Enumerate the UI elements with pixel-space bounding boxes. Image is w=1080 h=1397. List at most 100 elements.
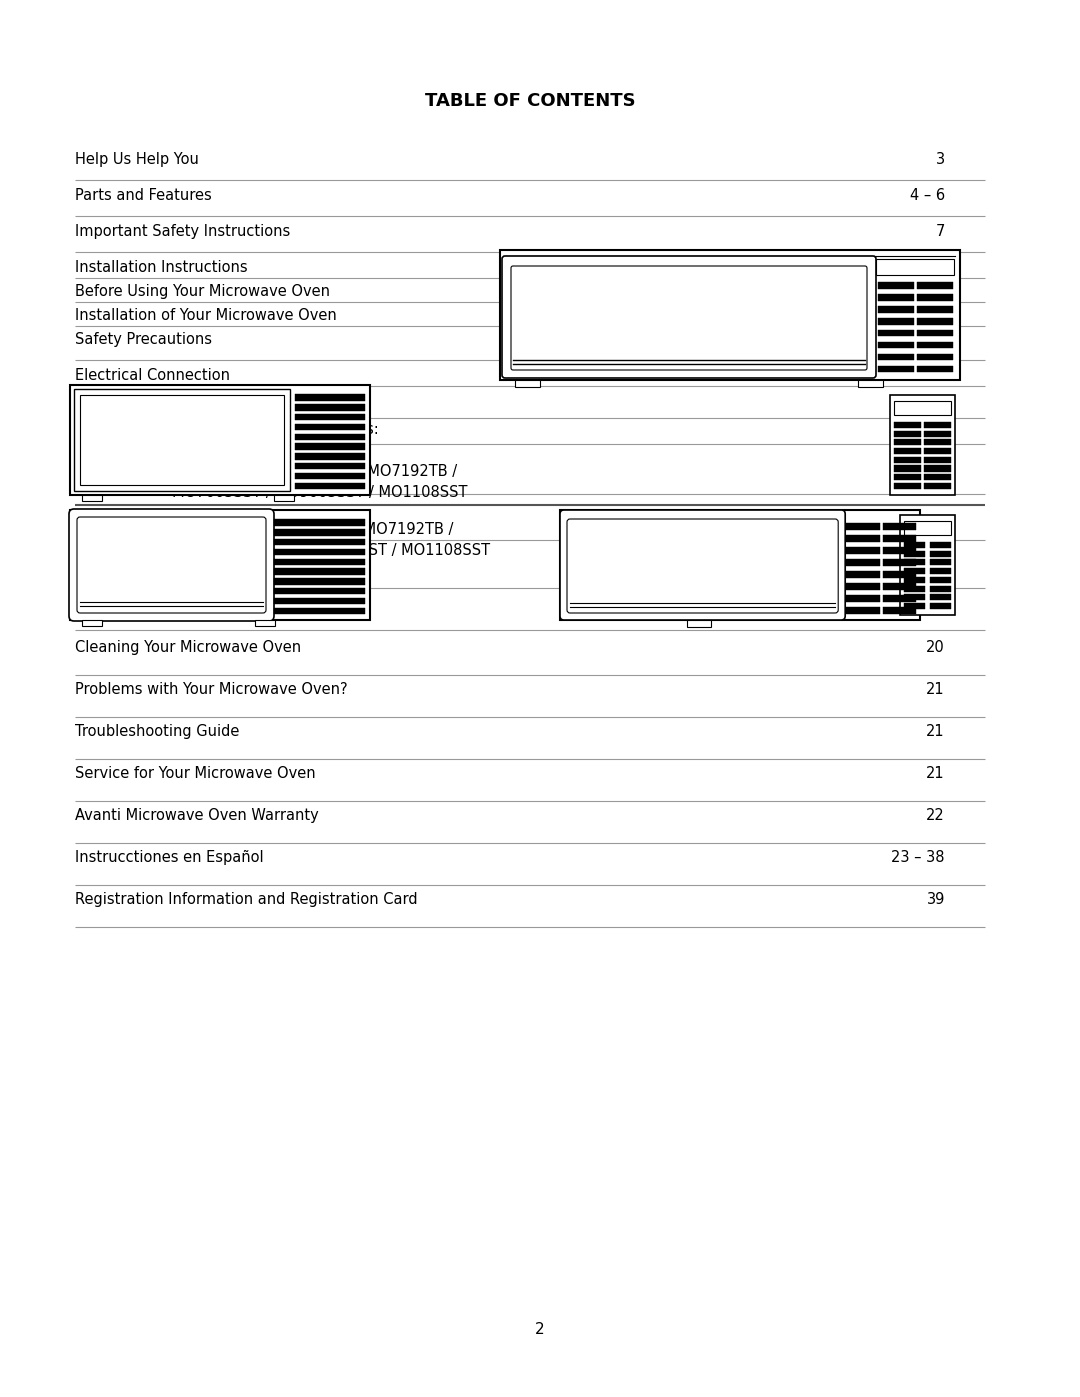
Bar xyxy=(878,282,914,289)
FancyBboxPatch shape xyxy=(511,265,867,370)
Bar xyxy=(882,559,916,566)
Bar xyxy=(930,542,951,548)
Bar xyxy=(894,401,951,415)
Bar xyxy=(295,414,365,420)
Bar xyxy=(274,569,365,574)
Text: Electrical Connection: Electrical Connection xyxy=(75,367,230,383)
Bar xyxy=(924,483,951,489)
Bar xyxy=(882,608,916,615)
Text: 8 – 9: 8 – 9 xyxy=(909,332,945,346)
Bar xyxy=(847,608,879,615)
Bar xyxy=(295,404,365,411)
Bar xyxy=(924,439,951,446)
Text: Service for Your Microwave Oven: Service for Your Microwave Oven xyxy=(75,766,315,781)
Bar xyxy=(904,585,926,591)
FancyBboxPatch shape xyxy=(77,517,266,613)
Bar xyxy=(917,353,953,360)
Bar xyxy=(882,583,916,590)
Bar xyxy=(515,380,540,387)
Text: 4 – 6: 4 – 6 xyxy=(909,189,945,203)
Text: 10: 10 xyxy=(927,367,945,383)
Bar xyxy=(930,604,951,609)
FancyBboxPatch shape xyxy=(69,509,274,622)
Bar xyxy=(882,595,916,602)
Text: Problems with Your Microwave Oven?: Problems with Your Microwave Oven? xyxy=(75,682,348,697)
Text: 11: 11 xyxy=(927,422,945,437)
Text: Operation            Models: MO7191TW / MO7192TB /
Procedure          MO7003SST : Operation Models: MO7191TW / MO7192TB / … xyxy=(75,522,490,557)
Bar xyxy=(82,495,102,502)
Text: Instrucctiones en Español: Instrucctiones en Español xyxy=(75,849,264,865)
Bar xyxy=(894,483,920,489)
Bar xyxy=(847,522,879,529)
Bar xyxy=(917,295,953,300)
Bar xyxy=(274,598,365,604)
Bar xyxy=(847,583,879,590)
Text: Cleaning Your Microwave Oven: Cleaning Your Microwave Oven xyxy=(75,640,301,655)
Text: Control Panels       Models MO7191TW / MO7192TB /
                     MO7003SST: Control Panels Models MO7191TW / MO7192T… xyxy=(75,464,468,500)
Bar xyxy=(930,585,951,591)
Bar xyxy=(924,465,951,472)
Bar xyxy=(924,474,951,481)
Bar xyxy=(274,588,365,594)
Text: 8: 8 xyxy=(935,260,945,275)
Bar xyxy=(904,521,951,535)
Bar xyxy=(80,395,284,485)
Text: Cooking Techniques: Cooking Techniques xyxy=(75,570,220,585)
Bar xyxy=(274,549,365,555)
Bar xyxy=(858,380,883,387)
Bar xyxy=(904,594,926,601)
Bar xyxy=(274,495,294,502)
Bar xyxy=(894,457,920,462)
Text: Troubleshooting Guide: Troubleshooting Guide xyxy=(75,724,240,739)
Bar xyxy=(894,422,920,427)
Bar xyxy=(876,258,954,275)
Bar xyxy=(882,535,916,542)
Bar xyxy=(904,542,926,548)
Bar xyxy=(274,539,365,545)
Text: Safety Precautions: Safety Precautions xyxy=(75,332,212,346)
Text: Installation of Your Microwave Oven: Installation of Your Microwave Oven xyxy=(75,307,337,323)
Bar xyxy=(930,569,951,574)
Text: 23 – 38: 23 – 38 xyxy=(891,849,945,865)
Bar xyxy=(904,550,926,556)
Text: 22: 22 xyxy=(927,807,945,823)
Text: Avanti Microwave Oven Warranty: Avanti Microwave Oven Warranty xyxy=(75,807,319,823)
Bar xyxy=(500,250,960,380)
Bar xyxy=(917,330,953,337)
Text: 21: 21 xyxy=(927,724,945,739)
Bar xyxy=(878,353,914,360)
FancyBboxPatch shape xyxy=(567,520,838,613)
Text: Operating Your Microwave Oven: Operating Your Microwave Oven xyxy=(75,400,310,415)
Bar xyxy=(917,319,953,324)
Bar xyxy=(274,608,365,615)
Text: 39: 39 xyxy=(927,893,945,907)
Bar xyxy=(924,422,951,427)
Bar xyxy=(924,448,951,454)
Text: 13 – 15: 13 – 15 xyxy=(891,464,945,479)
FancyBboxPatch shape xyxy=(561,510,846,620)
Text: 7: 7 xyxy=(935,224,945,239)
Bar xyxy=(295,394,365,401)
Bar xyxy=(900,515,955,615)
Bar xyxy=(904,559,926,566)
Bar xyxy=(878,319,914,324)
Bar xyxy=(878,306,914,313)
Text: 20: 20 xyxy=(927,595,945,610)
Bar xyxy=(882,522,916,529)
Bar xyxy=(904,577,926,583)
Bar xyxy=(70,386,370,495)
Text: 3: 3 xyxy=(936,152,945,168)
Bar xyxy=(878,330,914,337)
Bar xyxy=(917,366,953,372)
Bar xyxy=(917,306,953,313)
Text: Help Us Help You: Help Us Help You xyxy=(75,152,199,168)
Bar xyxy=(295,482,365,489)
Bar xyxy=(917,342,953,348)
Bar xyxy=(274,559,365,564)
Bar xyxy=(295,472,365,479)
Bar xyxy=(274,520,365,525)
Bar xyxy=(70,510,370,620)
Bar xyxy=(878,366,914,372)
Bar xyxy=(894,448,920,454)
Bar xyxy=(847,595,879,602)
